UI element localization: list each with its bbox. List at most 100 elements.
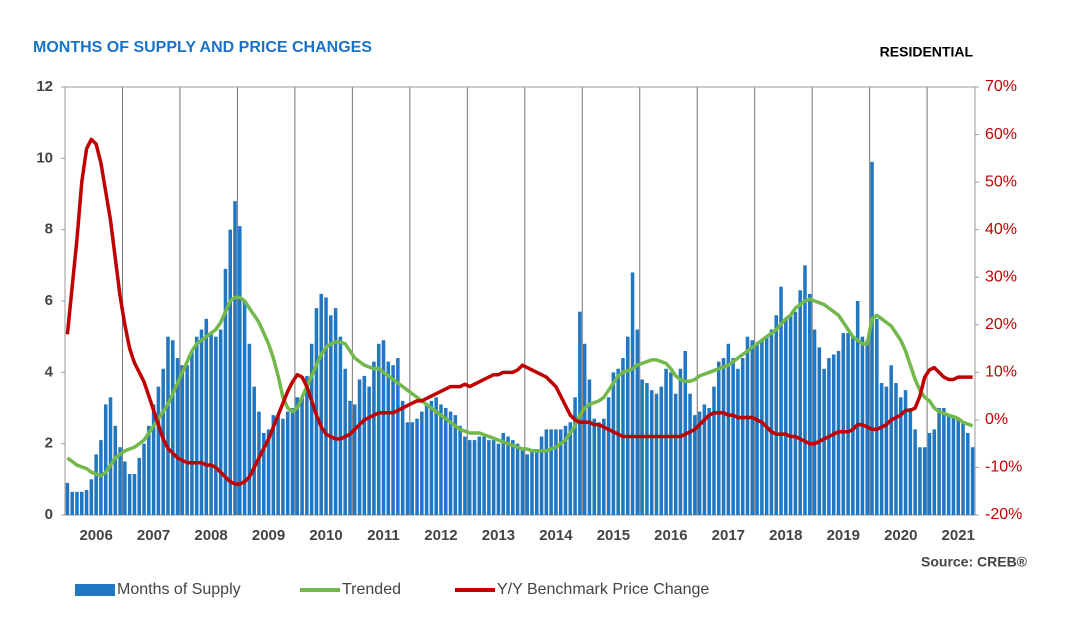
bar <box>271 415 276 515</box>
bar <box>123 461 127 515</box>
bar <box>769 329 774 515</box>
bar <box>185 365 189 515</box>
bar <box>688 393 692 515</box>
bar <box>487 440 491 515</box>
bar <box>515 443 520 515</box>
bar <box>491 440 496 515</box>
bar <box>448 411 453 515</box>
bar <box>568 422 573 515</box>
bar <box>506 436 510 515</box>
bar <box>194 336 199 515</box>
bar <box>218 329 223 515</box>
bar <box>420 411 424 515</box>
bar <box>534 450 539 515</box>
bar <box>932 429 937 515</box>
bar <box>352 404 357 515</box>
bar <box>530 450 534 515</box>
bar <box>223 268 228 515</box>
bar <box>372 361 376 515</box>
bar <box>333 308 338 515</box>
bar <box>649 390 654 515</box>
bar <box>563 425 568 515</box>
chart-title: MONTHS OF SUPPLY AND PRICE CHANGES <box>33 39 372 56</box>
bar <box>544 429 549 515</box>
x-tick-label: 2015 <box>597 527 630 544</box>
bar <box>721 358 726 515</box>
bar <box>329 315 333 515</box>
bar <box>99 440 103 515</box>
bar <box>190 350 194 515</box>
y-tick-label: 4 <box>45 363 54 380</box>
bar <box>443 408 448 515</box>
bar <box>396 358 400 515</box>
y-tick-label: 2 <box>45 435 53 452</box>
bar <box>127 473 132 515</box>
bar <box>784 318 788 515</box>
bar <box>630 272 635 515</box>
bar <box>175 358 180 515</box>
bar <box>582 343 587 515</box>
x-tick-label: 2014 <box>539 527 573 544</box>
y-tick-label: 10 <box>36 149 53 166</box>
legend-label: Y/Y Benchmark Price Change <box>497 581 709 598</box>
y2-tick-label: 70% <box>985 78 1017 95</box>
y2-tick-label: 60% <box>985 126 1017 143</box>
bar <box>233 201 237 515</box>
bar <box>400 400 405 515</box>
bar <box>151 404 156 515</box>
bar <box>511 440 515 515</box>
bar <box>922 447 927 515</box>
bar <box>214 336 218 515</box>
bar <box>946 415 951 515</box>
bar <box>472 440 477 515</box>
bar <box>927 432 932 515</box>
bar <box>587 379 592 515</box>
bar <box>94 454 98 515</box>
bar <box>616 368 620 515</box>
bar <box>745 336 750 515</box>
bar <box>951 415 956 515</box>
bar <box>199 329 204 515</box>
x-tick-label: 2013 <box>482 527 515 544</box>
bar <box>132 473 137 515</box>
bar <box>142 443 146 515</box>
bar <box>793 311 798 515</box>
x-tick-label: 2016 <box>654 527 687 544</box>
bar <box>654 393 659 515</box>
bar <box>343 368 347 515</box>
bar <box>678 368 683 515</box>
bar <box>573 397 577 515</box>
x-tick-label: 2018 <box>769 527 802 544</box>
bar <box>434 397 438 515</box>
bar <box>889 365 893 515</box>
bar <box>453 415 458 515</box>
bar <box>597 422 601 515</box>
bar <box>324 297 328 515</box>
bar <box>884 386 889 515</box>
bar <box>788 315 793 515</box>
bar <box>501 432 506 515</box>
legend-label: Trended <box>342 581 401 598</box>
bar <box>817 347 822 515</box>
bar <box>712 386 716 515</box>
bar <box>760 340 764 515</box>
bar <box>855 301 860 515</box>
bar <box>482 436 486 515</box>
bar <box>170 340 175 515</box>
bar <box>300 397 304 515</box>
bar <box>180 365 185 515</box>
bar <box>693 415 697 515</box>
bar <box>496 443 501 515</box>
bar <box>558 429 563 515</box>
bar <box>942 408 946 515</box>
bar <box>731 358 735 515</box>
bar <box>659 386 664 515</box>
bar <box>664 368 668 515</box>
y2-tick-label: 20% <box>985 316 1017 333</box>
y2-tick-label: 50% <box>985 173 1017 190</box>
bar <box>956 418 961 515</box>
bar <box>309 343 314 515</box>
bar <box>367 386 371 515</box>
bar <box>357 379 362 515</box>
